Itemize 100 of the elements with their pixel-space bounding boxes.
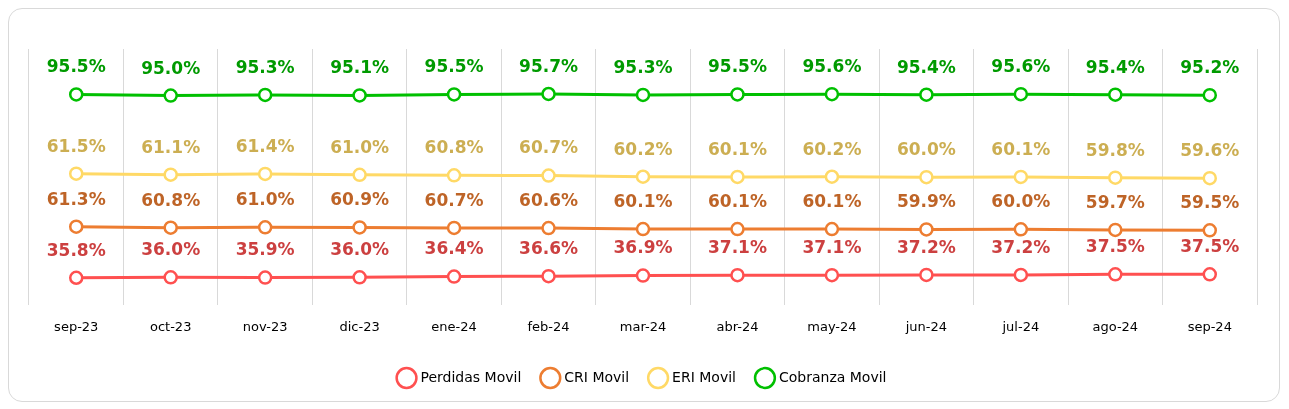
point [352,167,367,183]
point [68,270,84,286]
data-label: 37.5% [1180,236,1240,257]
data-label: 95.4% [1085,56,1145,77]
point [163,220,178,235]
data-label: 36.0% [330,239,390,260]
data-label: 95.2% [1180,57,1240,78]
data-label: 95.4% [896,56,956,77]
data-label: 60.1% [802,191,862,211]
data-label: 60.2% [613,138,673,159]
point [257,87,273,103]
point [824,86,840,102]
point [919,267,934,283]
point [68,166,84,181]
x-tick-label: nov-23 [242,318,288,334]
x-tick-label: may-24 [807,318,857,334]
point [257,270,273,285]
point [824,169,840,184]
x-tick-label: ago-24 [1092,318,1139,334]
point [1202,267,1218,282]
point [1202,87,1218,103]
point [824,221,840,237]
data-label: 61.0% [330,136,390,157]
point [163,167,178,182]
data-label: 60.6% [519,190,579,210]
data-label: 59.9% [896,191,956,212]
point [257,166,273,182]
point [730,267,745,283]
data-label: 95.3% [235,56,295,77]
x-tick-label: abr-24 [716,318,759,334]
x-tick-label: jun-24 [904,318,948,334]
x-tick-label: dic-23 [339,318,380,334]
point [919,169,934,185]
point [163,88,178,103]
x-tick-label: oct-23 [149,318,192,334]
point [824,267,840,283]
data-label: 60.0% [896,139,956,160]
data-label: 95.3% [613,56,673,77]
data-label: 59.8% [1085,139,1145,160]
point [541,168,556,183]
data-label: 36.4% [424,238,484,259]
data-label: 60.1% [613,191,673,211]
point [352,270,367,285]
point [352,220,367,235]
data-label: 36.0% [141,239,201,260]
data-label: 61.4% [235,135,295,156]
point [1108,170,1123,185]
point [1013,267,1029,283]
data-label: 61.3% [46,188,106,209]
legend-label: Cobranza Movil [778,368,887,385]
data-label: 61.1% [141,136,201,157]
legend-label: ERI Movil [672,368,736,385]
point [1013,169,1029,185]
data-label: 95.1% [330,57,390,78]
data-label: 95.5% [424,56,484,77]
data-label: 60.2% [802,138,862,159]
data-label: 60.7% [519,137,579,158]
x-tick-label: ene-24 [431,318,477,334]
point [541,268,556,284]
data-label: 61.0% [235,189,295,210]
point [1013,222,1029,237]
data-label: 37.5% [1085,236,1145,257]
data-label: 36.9% [613,237,673,258]
point [730,87,745,102]
point [541,220,556,236]
data-label: 95.5% [46,56,106,77]
point [446,87,462,102]
point [446,220,462,236]
data-label: 95.7% [519,55,579,76]
data-label: 37.2% [896,236,956,257]
point [635,221,651,237]
point [352,88,367,103]
data-label: 59.7% [1085,191,1145,212]
data-label: 60.8% [141,189,201,210]
data-label: 37.1% [707,237,767,258]
data-label: 60.0% [991,191,1051,212]
point [730,169,745,185]
x-tick-label: jul-24 [1001,318,1040,334]
x-tick-label: sep-23 [54,318,99,334]
point [541,86,556,102]
point [1108,267,1123,282]
point [1202,223,1218,238]
point [68,219,84,234]
data-label: 95.0% [141,57,201,78]
data-label: 60.1% [707,191,767,211]
data-label: 37.2% [991,236,1051,257]
data-label: 95.5% [707,56,767,77]
data-label: 59.5% [1180,192,1240,213]
data-label: 60.7% [424,189,484,210]
data-label: 60.1% [707,138,767,159]
legend-label: CRI Movil [564,368,630,385]
x-tick-label: feb-24 [527,318,570,334]
data-label: 35.9% [235,239,295,260]
data-label: 60.8% [424,137,484,158]
point [635,169,651,184]
data-label: 35.8% [46,239,106,260]
point [1202,170,1218,186]
point [446,168,462,183]
data-label: 59.6% [1180,140,1240,161]
data-label: 60.1% [991,138,1051,159]
